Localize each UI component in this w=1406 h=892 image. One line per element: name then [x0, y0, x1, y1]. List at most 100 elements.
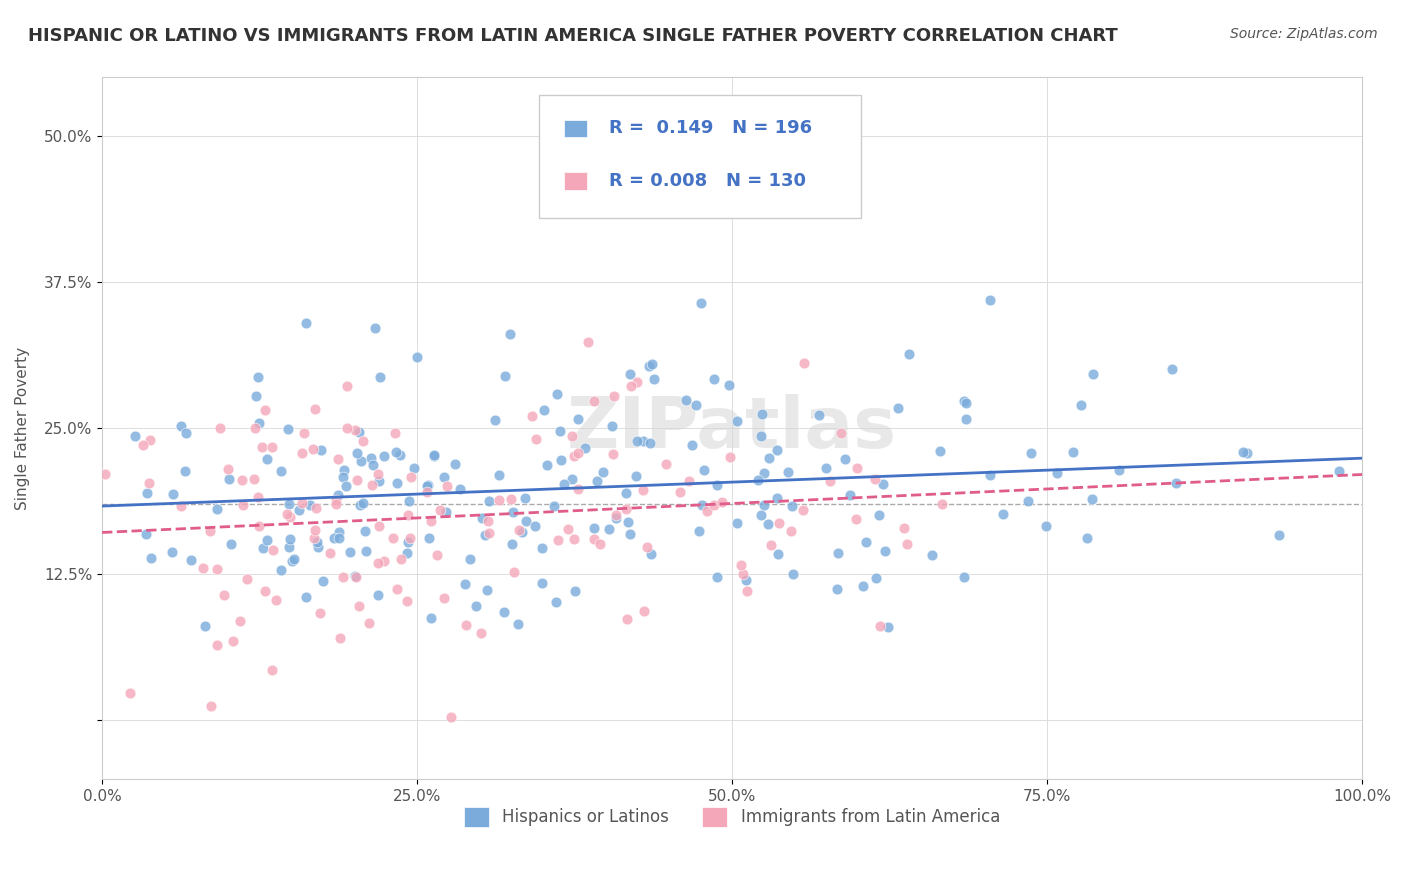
Point	[396, 534, 419, 549]
Point	[921, 548, 943, 562]
Point	[174, 464, 197, 478]
Point	[322, 531, 344, 545]
Point	[367, 467, 389, 482]
Point	[307, 535, 329, 549]
Point	[333, 463, 356, 477]
Point	[873, 544, 896, 558]
Point	[1081, 367, 1104, 381]
Point	[1062, 445, 1084, 459]
Point	[979, 467, 1001, 482]
Point	[245, 389, 267, 403]
Point	[499, 492, 522, 507]
Point	[423, 448, 446, 462]
Point	[690, 296, 713, 310]
Point	[124, 429, 146, 443]
Point	[336, 421, 359, 435]
Point	[638, 436, 661, 450]
Point	[768, 516, 790, 530]
Point	[283, 552, 305, 566]
Point	[385, 475, 408, 490]
Point	[501, 537, 523, 551]
Point	[602, 447, 624, 461]
Point	[418, 478, 440, 492]
Point	[270, 464, 292, 478]
Point	[429, 503, 451, 517]
Point	[754, 498, 776, 512]
Point	[254, 583, 277, 598]
Point	[751, 408, 773, 422]
Point	[474, 528, 496, 542]
Point	[335, 479, 357, 493]
Text: R = 0.008   N = 130: R = 0.008 N = 130	[609, 172, 806, 190]
Point	[295, 316, 318, 330]
Point	[955, 412, 977, 426]
Point	[276, 507, 298, 521]
Point	[368, 519, 391, 533]
Point	[266, 592, 288, 607]
Point	[170, 419, 193, 434]
Point	[735, 573, 758, 587]
Point	[433, 591, 456, 605]
Point	[749, 428, 772, 442]
Point	[1108, 463, 1130, 477]
Point	[792, 503, 814, 517]
Point	[291, 446, 314, 460]
Point	[533, 403, 555, 417]
Point	[499, 326, 522, 341]
Point	[1160, 361, 1182, 376]
Point	[349, 599, 371, 613]
Point	[135, 526, 157, 541]
Point	[614, 486, 637, 500]
Point	[364, 320, 387, 334]
Point	[979, 293, 1001, 307]
Point	[280, 554, 302, 568]
Point	[349, 425, 371, 439]
Point	[278, 509, 301, 524]
Point	[419, 514, 441, 528]
Point	[1267, 528, 1289, 542]
Point	[478, 526, 501, 541]
Point	[669, 485, 692, 500]
Point	[367, 556, 389, 570]
Point	[278, 497, 301, 511]
Point	[685, 398, 707, 412]
Point	[419, 611, 441, 625]
Point	[567, 446, 589, 460]
Point	[395, 594, 418, 608]
Point	[349, 499, 371, 513]
Point	[543, 500, 565, 514]
Point	[780, 499, 803, 513]
Point	[312, 574, 335, 588]
Point	[681, 437, 703, 451]
Point	[693, 463, 716, 477]
Point	[326, 487, 349, 501]
Point	[232, 498, 254, 512]
Point	[564, 584, 586, 599]
Point	[524, 519, 547, 533]
Point	[405, 351, 427, 365]
Point	[592, 466, 614, 480]
Point	[703, 371, 725, 385]
Point	[120, 686, 142, 700]
Point	[690, 498, 713, 512]
Point	[1017, 494, 1039, 508]
Point	[758, 517, 780, 532]
Point	[304, 401, 326, 416]
Point	[696, 503, 718, 517]
Point	[401, 470, 423, 484]
Point	[357, 616, 380, 631]
Point	[1232, 445, 1254, 459]
Point	[869, 619, 891, 633]
Point	[574, 441, 596, 455]
Point	[1329, 464, 1351, 478]
Point	[583, 393, 606, 408]
Point	[602, 419, 624, 434]
Point	[893, 521, 915, 535]
Point	[299, 498, 322, 512]
Point	[246, 370, 269, 384]
Point	[252, 541, 274, 555]
Point	[502, 505, 524, 519]
Point	[207, 502, 229, 516]
Point	[370, 369, 392, 384]
Point	[262, 543, 284, 558]
